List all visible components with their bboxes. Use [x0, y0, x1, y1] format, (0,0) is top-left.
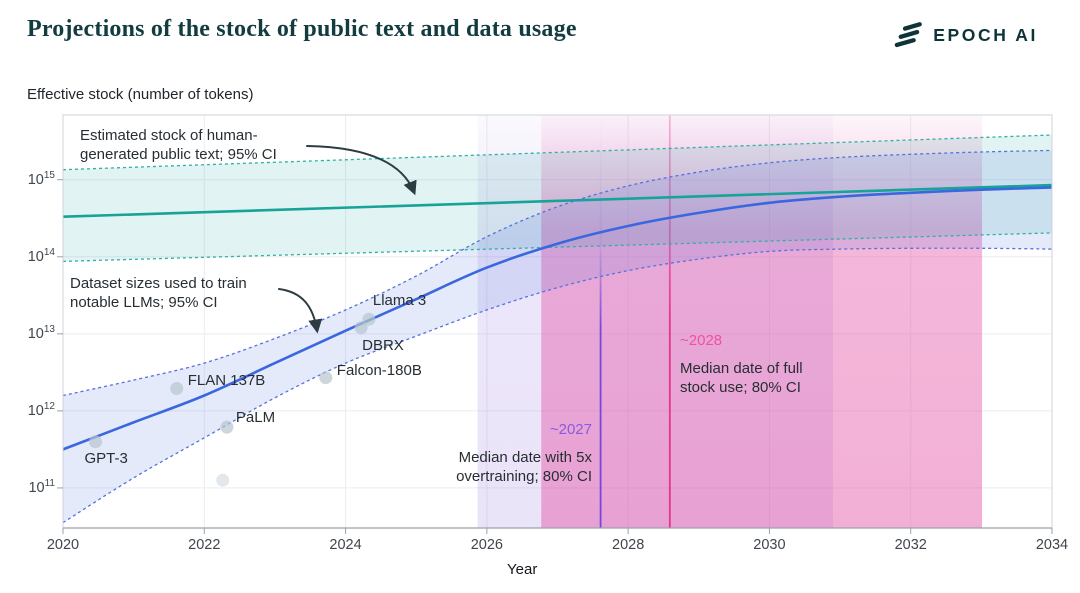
annotation-overtraining-median: ~2027 Median date with 5x overtraining; …: [456, 420, 592, 486]
data-point-falcon-180b: [319, 371, 333, 385]
ci-span-full_stock_80ci: [541, 115, 983, 528]
annotation-line: Median date with 5x: [458, 449, 592, 466]
model-label-flan-137b: FLAN 137B: [187, 371, 266, 389]
model-label-falcon-180b: Falcon-180B: [336, 361, 422, 379]
data-point: [216, 473, 230, 487]
y-tick-label: 1015: [27, 169, 55, 188]
data-point-dbrx: [354, 321, 368, 335]
arrow-to-teal-line: [306, 145, 417, 196]
series-human_text_upper: [62, 134, 1053, 171]
series-llm_data_lower: [62, 247, 1053, 524]
page-title: Projections of the stock of public text …: [27, 16, 577, 42]
annotation-line: overtraining; 80% CI: [456, 468, 592, 485]
model-label-dbrx: DBRX: [362, 336, 404, 354]
series-human_text_median: [62, 183, 1053, 218]
x-tick-label: 2030: [753, 537, 786, 553]
data-point-gpt-3: [89, 435, 102, 449]
series-llm_data_median: [62, 186, 1053, 451]
x-tick-label: 2022: [188, 537, 221, 553]
annotation-human-text: Estimated stock of human- generated publ…: [80, 126, 277, 164]
data-point-palm: [220, 420, 234, 434]
y-tick-label: 1012: [27, 400, 55, 419]
data-point-llama-3: [362, 312, 376, 326]
annotation-full-stock-median: ~2028 Median date of full stock use; 80%…: [680, 331, 803, 397]
x-tick-label: 2020: [46, 537, 80, 553]
ci-band-human_text_ci: [63, 135, 1052, 262]
x-tick-label: 2028: [612, 537, 645, 553]
epoch-logo-text: EPOCH AI: [933, 25, 1038, 45]
series-llm_data_upper: [62, 149, 1053, 397]
series-human_text_lower: [62, 232, 1053, 263]
x-tick-label: 2024: [329, 537, 362, 553]
annotation-line: Dataset sizes used to train: [70, 275, 247, 292]
x-tick-label: 2026: [470, 537, 503, 553]
median-date-label-2027: ~2027: [549, 421, 592, 438]
y-tick-label: 1014: [27, 246, 55, 265]
epoch-ai-logo: EPOCH AI: [893, 20, 1038, 51]
arrow-to-blue-line: [278, 288, 323, 334]
annotation-line: generated public text; 95% CI: [80, 146, 277, 163]
model-label-palm: PaLM: [235, 409, 276, 427]
x-tick-label: 2032: [894, 537, 927, 553]
x-tick-label: 2034: [1035, 537, 1069, 553]
annotation-line: notable LLMs; 95% CI: [70, 294, 218, 311]
ci-band-llm_data_ci: [63, 150, 1052, 523]
model-label-llama-3: Llama 3: [372, 292, 427, 310]
y-tick-label: 1013: [27, 323, 55, 342]
annotation-llm-datasets: Dataset sizes used to train notable LLMs…: [70, 274, 247, 312]
data-point-flan-137b: [170, 382, 184, 395]
y-axis-title: Effective stock (number of tokens): [27, 86, 254, 103]
annotation-line: stock use; 80% CI: [680, 379, 801, 396]
model-label-gpt-3: GPT-3: [84, 449, 128, 467]
annotation-line: Median date of full: [680, 360, 803, 377]
annotation-line: Estimated stock of human-: [80, 127, 258, 144]
x-axis-title: Year: [507, 561, 538, 578]
median-date-label-2028: ~2028: [680, 332, 723, 349]
y-tick-label: 1011: [28, 477, 55, 496]
epoch-logo-icon: [894, 22, 923, 48]
